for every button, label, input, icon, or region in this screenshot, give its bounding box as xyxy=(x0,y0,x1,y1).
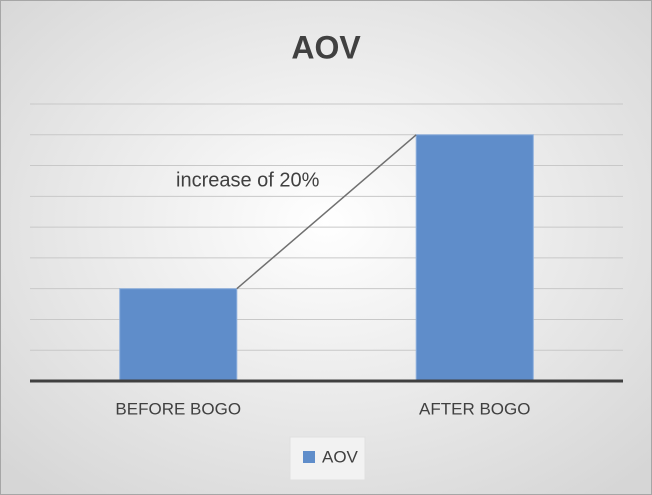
legend-swatch xyxy=(303,451,315,463)
annotation-connector xyxy=(236,134,417,290)
bar xyxy=(119,288,238,382)
bar xyxy=(415,134,534,382)
legend-label: AOV xyxy=(322,447,359,466)
annotation: increase of 20% xyxy=(176,169,320,191)
legend-box xyxy=(289,436,366,481)
x-tick-label: AFTER BOGO xyxy=(419,399,530,418)
chart-title: AOV xyxy=(291,29,361,65)
x-tick-label: BEFORE BOGO xyxy=(115,399,241,418)
